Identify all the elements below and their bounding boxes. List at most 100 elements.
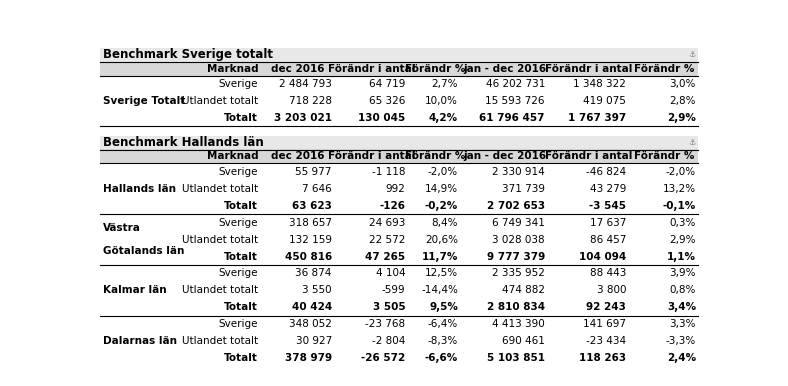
Text: 4 413 390: 4 413 390 bbox=[492, 319, 545, 329]
Text: dec 2016: dec 2016 bbox=[271, 64, 325, 74]
Text: 92 243: 92 243 bbox=[586, 302, 626, 312]
Text: 2 702 653: 2 702 653 bbox=[487, 201, 545, 211]
Text: 690 461: 690 461 bbox=[502, 336, 545, 346]
Text: 65 326: 65 326 bbox=[369, 96, 405, 106]
Bar bbox=[100, 62, 697, 76]
Text: -8,3%: -8,3% bbox=[428, 336, 458, 346]
Text: -126: -126 bbox=[379, 201, 405, 211]
Text: ⚓: ⚓ bbox=[688, 138, 695, 147]
Text: -3 545: -3 545 bbox=[589, 201, 626, 211]
Text: 36 874: 36 874 bbox=[296, 269, 332, 278]
Text: 47 265: 47 265 bbox=[366, 252, 405, 262]
Text: 992: 992 bbox=[385, 184, 405, 194]
Text: 419 075: 419 075 bbox=[583, 96, 626, 106]
Text: Totalt: Totalt bbox=[225, 302, 258, 312]
Text: Benchmark Hallands län: Benchmark Hallands län bbox=[103, 136, 264, 149]
Text: 46 202 731: 46 202 731 bbox=[485, 79, 545, 89]
Text: Förändr i antal: Förändr i antal bbox=[545, 64, 633, 74]
Text: 371 739: 371 739 bbox=[502, 184, 545, 194]
Text: 12,5%: 12,5% bbox=[425, 269, 458, 278]
Text: 9 777 379: 9 777 379 bbox=[487, 252, 545, 262]
Text: 6 749 341: 6 749 341 bbox=[492, 218, 545, 228]
Text: Västra: Västra bbox=[103, 223, 141, 234]
Text: 3,0%: 3,0% bbox=[670, 79, 696, 89]
Text: -3,3%: -3,3% bbox=[666, 336, 696, 346]
Text: Sverige Totalt: Sverige Totalt bbox=[103, 96, 185, 106]
Text: Totalt: Totalt bbox=[225, 252, 258, 262]
Text: Hallands län: Hallands län bbox=[103, 184, 177, 194]
Text: Sverige: Sverige bbox=[218, 79, 258, 89]
Text: Förändr i antal: Förändr i antal bbox=[328, 151, 415, 161]
Text: 22 572: 22 572 bbox=[369, 235, 405, 245]
Text: Totalt: Totalt bbox=[225, 201, 258, 211]
Text: -23 768: -23 768 bbox=[366, 319, 405, 329]
Text: 3 505: 3 505 bbox=[373, 302, 405, 312]
Text: 88 443: 88 443 bbox=[590, 269, 626, 278]
Text: 118 263: 118 263 bbox=[579, 353, 626, 363]
Text: 130 045: 130 045 bbox=[359, 113, 405, 123]
Text: Förändr %: Förändr % bbox=[634, 151, 694, 161]
Text: 10,0%: 10,0% bbox=[426, 96, 458, 106]
Text: 2,9%: 2,9% bbox=[670, 235, 696, 245]
Text: 348 052: 348 052 bbox=[289, 319, 332, 329]
Text: 24 693: 24 693 bbox=[369, 218, 405, 228]
Text: 43 279: 43 279 bbox=[590, 184, 626, 194]
Text: -2,0%: -2,0% bbox=[666, 167, 696, 177]
Text: -46 824: -46 824 bbox=[586, 167, 626, 177]
Text: 2 330 914: 2 330 914 bbox=[492, 167, 545, 177]
Text: 40 424: 40 424 bbox=[292, 302, 332, 312]
Text: -14,4%: -14,4% bbox=[422, 285, 458, 295]
Text: 141 697: 141 697 bbox=[583, 319, 626, 329]
Text: 132 159: 132 159 bbox=[288, 235, 332, 245]
Text: -1 118: -1 118 bbox=[372, 167, 405, 177]
Text: 30 927: 30 927 bbox=[296, 336, 332, 346]
Text: 2 484 793: 2 484 793 bbox=[279, 79, 332, 89]
Text: 7 646: 7 646 bbox=[302, 184, 332, 194]
Text: -23 434: -23 434 bbox=[586, 336, 626, 346]
Text: 55 977: 55 977 bbox=[296, 167, 332, 177]
Bar bbox=[100, 48, 697, 62]
Text: 2 810 834: 2 810 834 bbox=[487, 302, 545, 312]
Text: 3 550: 3 550 bbox=[302, 285, 332, 295]
Text: Sverige: Sverige bbox=[218, 319, 258, 329]
Text: -6,4%: -6,4% bbox=[428, 319, 458, 329]
Text: 9,5%: 9,5% bbox=[429, 302, 458, 312]
Text: 3,9%: 3,9% bbox=[670, 269, 696, 278]
Text: 3,3%: 3,3% bbox=[670, 319, 696, 329]
Text: Förändr i antal: Förändr i antal bbox=[545, 151, 633, 161]
Text: Utlandet totalt: Utlandet totalt bbox=[182, 235, 258, 245]
Text: Förändr i antal: Förändr i antal bbox=[328, 64, 415, 74]
Text: 20,6%: 20,6% bbox=[425, 235, 458, 245]
Text: Kalmar län: Kalmar län bbox=[103, 285, 167, 295]
Text: -6,6%: -6,6% bbox=[425, 353, 458, 363]
Text: 61 796 457: 61 796 457 bbox=[479, 113, 545, 123]
Text: -2,0%: -2,0% bbox=[428, 167, 458, 177]
Text: Utlandet totalt: Utlandet totalt bbox=[182, 336, 258, 346]
Text: -0,1%: -0,1% bbox=[663, 201, 696, 211]
Text: -2 804: -2 804 bbox=[372, 336, 405, 346]
Text: Förändr %: Förändr % bbox=[405, 151, 465, 161]
Text: jan - dec 2016: jan - dec 2016 bbox=[463, 151, 546, 161]
Text: 2,4%: 2,4% bbox=[667, 353, 696, 363]
Text: 1 348 322: 1 348 322 bbox=[574, 79, 626, 89]
Text: 0,3%: 0,3% bbox=[670, 218, 696, 228]
Text: -599: -599 bbox=[381, 285, 405, 295]
Text: Totalt: Totalt bbox=[225, 113, 258, 123]
Text: 3 800: 3 800 bbox=[597, 285, 626, 295]
Text: 0,8%: 0,8% bbox=[670, 285, 696, 295]
Text: Sverige: Sverige bbox=[218, 218, 258, 228]
Text: 104 094: 104 094 bbox=[579, 252, 626, 262]
Text: 5 103 851: 5 103 851 bbox=[487, 353, 545, 363]
Text: 2,8%: 2,8% bbox=[670, 96, 696, 106]
Text: 474 882: 474 882 bbox=[502, 285, 545, 295]
Text: 11,7%: 11,7% bbox=[422, 252, 458, 262]
Text: 2 335 952: 2 335 952 bbox=[492, 269, 545, 278]
Text: 718 228: 718 228 bbox=[288, 96, 332, 106]
Text: 64 719: 64 719 bbox=[369, 79, 405, 89]
Text: 2,7%: 2,7% bbox=[432, 79, 458, 89]
Bar bbox=[100, 135, 697, 149]
Text: Marknad: Marknad bbox=[206, 151, 258, 161]
Text: Benchmark Sverige totalt: Benchmark Sverige totalt bbox=[103, 48, 273, 61]
Text: Götalands län: Götalands län bbox=[103, 246, 184, 256]
Text: 86 457: 86 457 bbox=[590, 235, 626, 245]
